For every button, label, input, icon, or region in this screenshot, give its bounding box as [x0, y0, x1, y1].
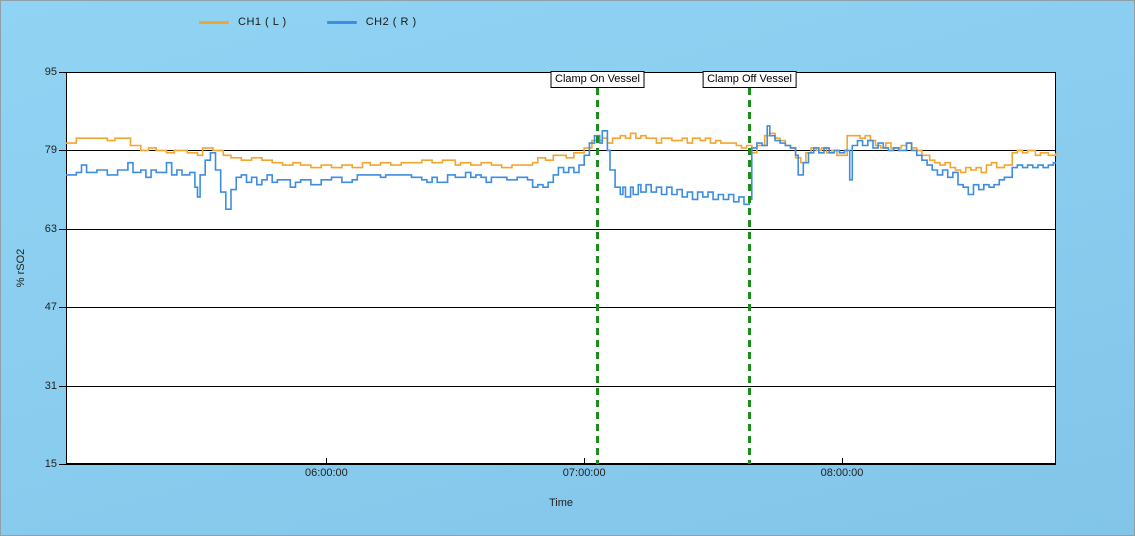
legend: CH1 ( L ) CH2 ( R ) — [199, 16, 417, 28]
x-tick-label-0700: 07:00:00 — [562, 467, 606, 479]
trace-ch1 — [66, 132, 1057, 174]
y-tick-label-95: 95 — [44, 66, 57, 78]
x-axis-label: Time — [548, 497, 574, 509]
legend-item-ch2: CH2 ( R ) — [326, 16, 417, 28]
x-tick-label-0600: 06:00:00 — [304, 467, 348, 479]
y-tick-label-47: 47 — [44, 301, 57, 314]
y-tick-label-15: 15 — [44, 458, 57, 470]
plot-area — [66, 72, 1056, 464]
y-tick-label-31: 31 — [44, 379, 57, 392]
trace-ch2 — [66, 125, 1056, 210]
ch2-line-swatch — [326, 20, 357, 24]
y-tick-label-79: 79 — [44, 144, 57, 157]
ch1-line-swatch — [199, 20, 229, 24]
legend-label-ch1: CH1 ( L ) — [238, 16, 287, 28]
x-tick-label-0800: 08:00:00 — [820, 467, 864, 479]
legend-label-ch2: CH2 ( R ) — [365, 16, 417, 28]
annotation-clamp-off-vessel: Clamp Off Vessel — [702, 71, 797, 88]
annotation-clamp-on-vessel: Clamp On Vessel — [550, 71, 645, 88]
legend-item-ch1: CH1 ( L ) — [199, 16, 287, 28]
y-axis-label: % rSO2 — [15, 248, 27, 288]
y-tick-label-63: 63 — [44, 222, 57, 235]
